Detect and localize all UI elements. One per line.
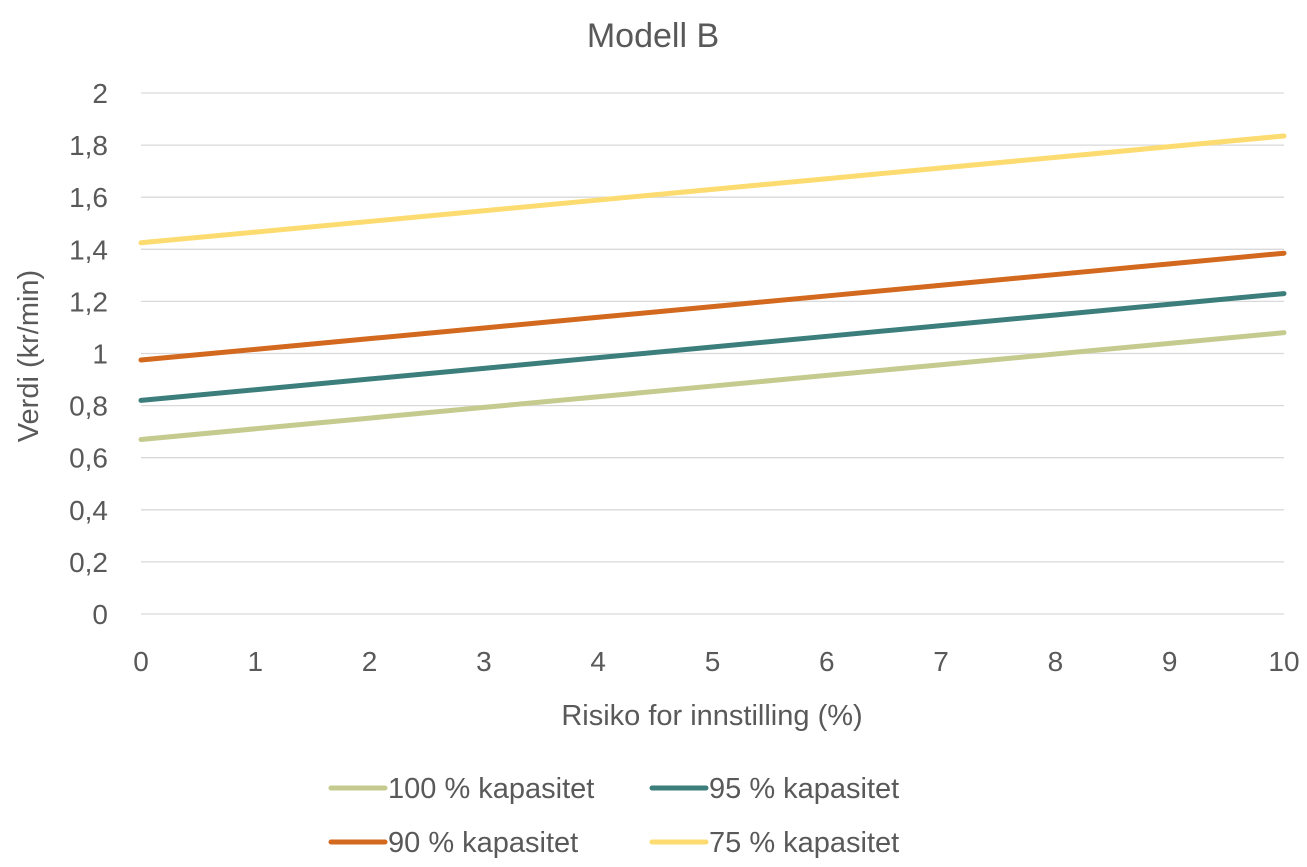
legend: 100 % kapasitet 95 % kapasitet 90 % kapasi… (328, 773, 899, 859)
y-tick-label: 1,4 (69, 234, 108, 265)
x-axis-title: Risiko for innstilling (%) (561, 700, 862, 732)
x-tick-label: 9 (1162, 646, 1178, 677)
y-tick-label: 1,8 (69, 130, 108, 161)
y-axis-title: Verdi (kr/min) (13, 270, 45, 442)
series-lines (138, 133, 1287, 442)
x-tick-label: 7 (933, 646, 949, 677)
x-tick-label: 5 (705, 646, 721, 677)
y-tick-label: 1,6 (69, 182, 108, 213)
series-line (138, 291, 1287, 403)
x-tick-label: 3 (476, 646, 492, 677)
x-tick-label: 6 (819, 646, 835, 677)
chart-title: Modell B (587, 17, 719, 55)
y-axis-ticks: 0 0,2 0,4 0,6 0,8 1 1,2 1,4 1,6 1,8 2 (69, 78, 108, 630)
x-tick-label: 2 (362, 646, 378, 677)
y-tick-label: 0,8 (69, 391, 108, 422)
y-tick-label: 1,2 (69, 286, 108, 317)
series-line (138, 133, 1287, 246)
legend-label: 90 % kapasitet (388, 827, 578, 859)
x-tick-label: 4 (590, 646, 606, 677)
x-axis-ticks: 0 1 2 3 4 5 6 7 8 9 10 (133, 646, 1299, 677)
x-tick-label: 8 (1048, 646, 1064, 677)
series-line (138, 250, 1287, 363)
gridlines (141, 92, 1284, 615)
legend-label: 95 % kapasitet (709, 773, 899, 805)
y-tick-label: 0,6 (69, 443, 108, 474)
x-tick-label: 0 (133, 646, 149, 677)
legend-label: 100 % kapasitet (388, 773, 594, 805)
y-tick-label: 0,4 (69, 495, 108, 526)
x-tick-label: 10 (1268, 646, 1299, 677)
legend-label: 75 % kapasitet (709, 827, 899, 859)
y-tick-label: 0,2 (69, 547, 108, 578)
y-tick-label: 1 (92, 339, 108, 370)
x-tick-label: 1 (248, 646, 264, 677)
y-tick-label: 0 (92, 599, 108, 630)
y-tick-label: 2 (92, 78, 108, 109)
series-line (138, 330, 1287, 442)
